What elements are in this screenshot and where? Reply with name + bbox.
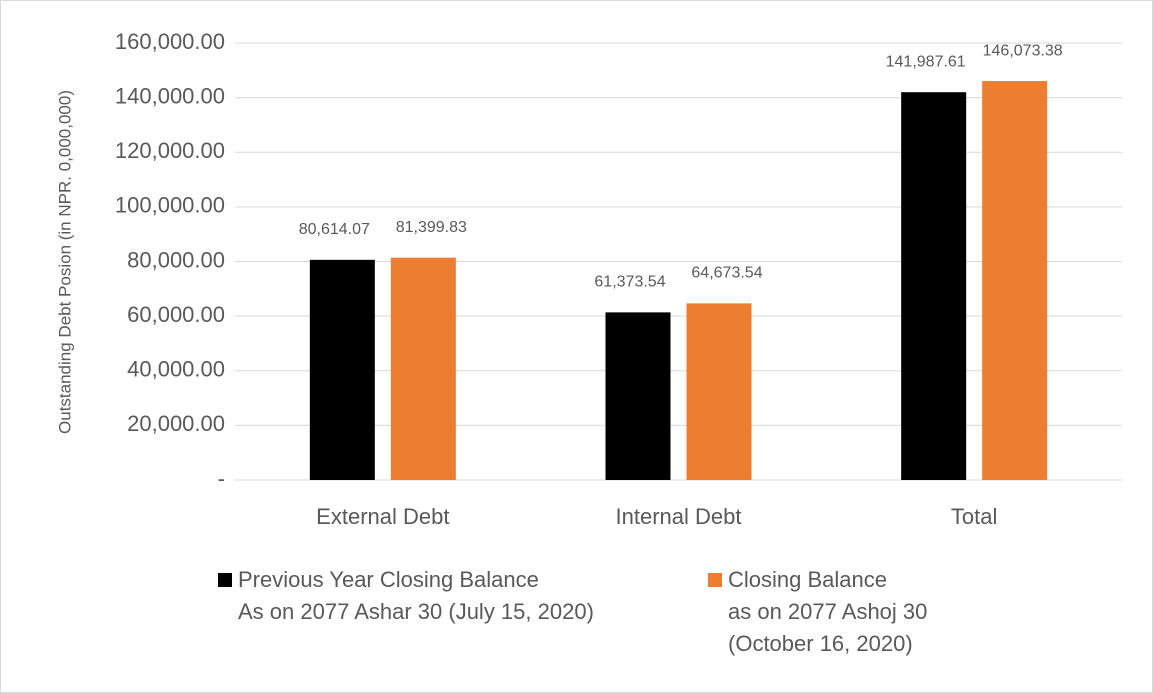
y-tick-label: - xyxy=(218,466,225,491)
data-label: 64,673.54 xyxy=(691,265,762,282)
y-tick-label: 140,000.00 xyxy=(115,83,225,108)
y-axis-label: Outstanding Debt Posion (in NPR. 0,000,0… xyxy=(55,90,74,434)
x-tick-label: External Debt xyxy=(316,504,449,529)
y-tick-label: 80,000.00 xyxy=(127,247,225,272)
x-tick-label: Internal Debt xyxy=(616,504,742,529)
legend-swatch xyxy=(708,573,722,587)
data-label: 61,373.54 xyxy=(594,274,665,291)
y-tick-label: 60,000.00 xyxy=(127,302,225,327)
legend-label: Previous Year Closing Balance As on 2077 … xyxy=(238,567,594,624)
data-label: 141,987.61 xyxy=(886,53,966,70)
bar xyxy=(901,92,967,480)
data-label: 146,073.38 xyxy=(983,42,1063,59)
x-tick-label: Total xyxy=(951,504,997,529)
legend-label: Closing Balance as on 2077 Ashoj 30 (Octob… xyxy=(728,567,927,656)
bar xyxy=(982,81,1048,480)
bar xyxy=(309,259,375,480)
y-tick-label: 40,000.00 xyxy=(127,357,225,382)
bar xyxy=(605,312,671,480)
y-tick-label: 20,000.00 xyxy=(127,411,225,436)
data-label: 81,399.83 xyxy=(396,219,467,236)
bar xyxy=(390,257,456,480)
y-tick-label: 160,000.00 xyxy=(115,29,225,54)
data-label: 80,614.07 xyxy=(299,221,370,238)
legend-swatch xyxy=(218,573,232,587)
y-tick-label: 120,000.00 xyxy=(115,138,225,163)
bar xyxy=(686,303,752,480)
y-tick-label: 100,000.00 xyxy=(115,193,225,218)
